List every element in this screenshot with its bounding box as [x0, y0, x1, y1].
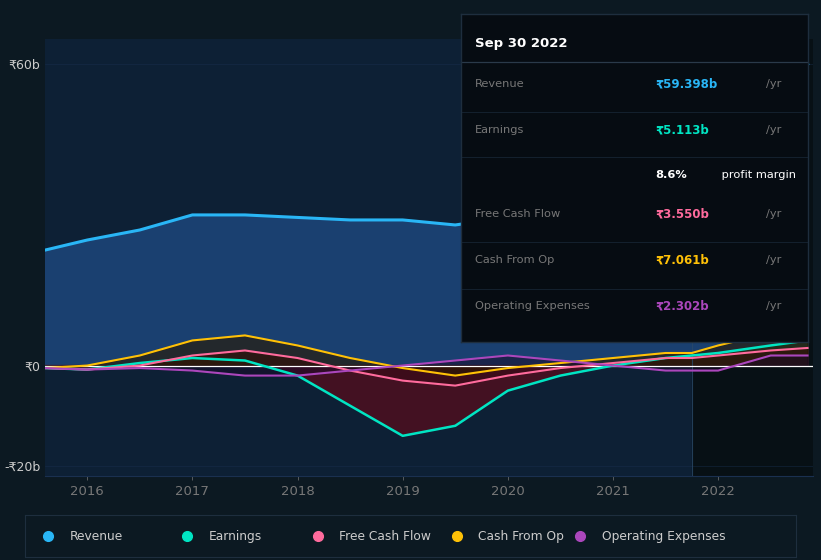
Text: Revenue: Revenue	[70, 530, 122, 543]
Text: profit margin: profit margin	[718, 170, 796, 180]
Text: Earnings: Earnings	[475, 125, 525, 134]
Text: ₹3.550b: ₹3.550b	[655, 208, 709, 221]
Text: ₹5.113b: ₹5.113b	[655, 123, 709, 136]
Text: ₹2.302b: ₹2.302b	[655, 300, 709, 312]
Text: Cash From Op: Cash From Op	[475, 255, 555, 265]
Text: Sep 30 2022: Sep 30 2022	[475, 37, 568, 50]
Text: /yr: /yr	[766, 209, 782, 220]
Text: Free Cash Flow: Free Cash Flow	[475, 209, 561, 220]
Text: ₹7.061b: ₹7.061b	[655, 254, 709, 267]
Text: /yr: /yr	[766, 301, 782, 311]
Text: ₹59.398b: ₹59.398b	[655, 78, 718, 91]
Text: Revenue: Revenue	[475, 80, 525, 90]
Text: /yr: /yr	[766, 80, 782, 90]
Bar	[692, 39, 821, 476]
Text: /yr: /yr	[766, 255, 782, 265]
Text: Free Cash Flow: Free Cash Flow	[340, 530, 431, 543]
Text: Cash From Op: Cash From Op	[479, 530, 564, 543]
Text: Operating Expenses: Operating Expenses	[475, 301, 590, 311]
Text: Operating Expenses: Operating Expenses	[602, 530, 726, 543]
Text: /yr: /yr	[766, 125, 782, 134]
Text: Earnings: Earnings	[209, 530, 262, 543]
Text: 8.6%: 8.6%	[655, 170, 687, 180]
